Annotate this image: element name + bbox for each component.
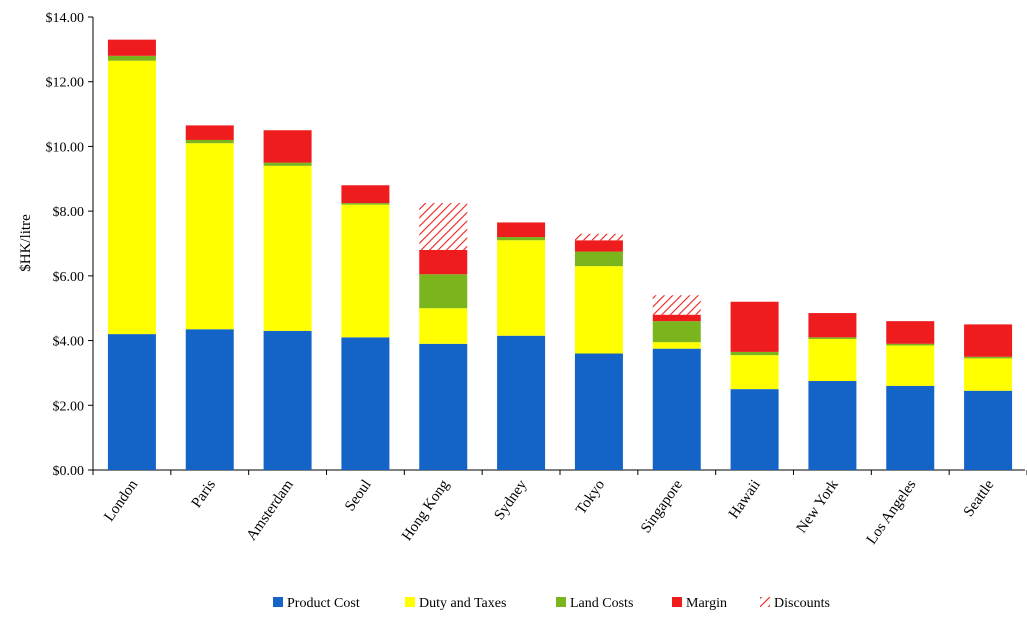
bar-segment-margin: [341, 185, 389, 203]
legend-label: Discounts: [774, 596, 830, 611]
bar-segment-duty-and-taxes: [264, 166, 312, 331]
y-tick-label: $6.00: [53, 270, 85, 285]
legend-swatch: [760, 597, 770, 607]
bar-segment-land-costs: [886, 344, 934, 346]
bar-segment-land-costs: [808, 337, 856, 339]
bar-segment-land-costs: [653, 321, 701, 342]
bar-segment-margin: [497, 222, 545, 237]
x-tick-label: Sydney: [491, 477, 530, 523]
bar-segment-margin: [575, 240, 623, 251]
x-tick-label: Singapore: [638, 477, 686, 536]
bar-segment-land-costs: [341, 203, 389, 205]
bar-segment-margin: [808, 313, 856, 337]
x-tick-label: Los Angeles: [864, 477, 920, 547]
bar-segment-duty-and-taxes: [575, 266, 623, 353]
bar-segment-product-cost: [419, 344, 467, 470]
bar-segment-product-cost: [731, 389, 779, 470]
bar-segment-duty-and-taxes: [964, 358, 1012, 390]
bar-segment-product-cost: [108, 334, 156, 470]
bar-segment-land-costs: [186, 140, 234, 143]
bar-segment-discounts: [575, 234, 623, 240]
bar-segment-product-cost: [653, 349, 701, 470]
bar-segment-duty-and-taxes: [108, 61, 156, 334]
x-tick-label: Amsterdam: [244, 477, 297, 544]
bar-segment-product-cost: [808, 381, 856, 470]
bar-segment-land-costs: [497, 237, 545, 240]
legend-swatch: [273, 597, 283, 607]
legend-label: Product Cost: [287, 596, 360, 611]
x-tick-label: Hong Kong: [399, 477, 453, 544]
legend-label: Duty and Taxes: [419, 596, 506, 611]
bar-segment-duty-and-taxes: [419, 308, 467, 344]
bar-segment-duty-and-taxes: [808, 339, 856, 381]
y-tick-label: $14.00: [46, 11, 85, 26]
bar-segment-product-cost: [264, 331, 312, 470]
plot-area: $0.00 $2.00 $4.00 $6.00 $8.00 $10.00 $12.00 $14…: [46, 11, 1027, 547]
bar-segment-land-costs: [108, 56, 156, 61]
bar-segment-duty-and-taxes: [497, 240, 545, 335]
x-tick-label: Hawaii: [726, 477, 764, 522]
bar-segment-land-costs: [575, 252, 623, 267]
bar-segment-margin: [964, 324, 1012, 356]
bar-segment-land-costs: [419, 274, 467, 308]
bar-segment-margin: [653, 315, 701, 321]
x-tick-label: Tokyo: [573, 477, 608, 517]
bar-segment-discounts: [653, 295, 701, 314]
legend-swatch: [672, 597, 682, 607]
bar-segment-duty-and-taxes: [341, 205, 389, 338]
bar-segment-duty-and-taxes: [886, 345, 934, 385]
bar-segment-land-costs: [731, 352, 779, 355]
x-tick-label: Seoul: [342, 477, 375, 514]
bar-segment-duty-and-taxes: [186, 143, 234, 329]
x-tick-label: Paris: [189, 477, 219, 511]
bar-segment-product-cost: [575, 354, 623, 470]
bar-segment-margin: [186, 125, 234, 140]
x-tick-label: London: [101, 477, 141, 525]
y-tick-label: $0.00: [53, 464, 85, 479]
bar-segment-product-cost: [964, 391, 1012, 470]
bar-segment-product-cost: [341, 337, 389, 470]
y-tick-label: $8.00: [53, 205, 85, 220]
y-tick-label: $2.00: [53, 399, 85, 414]
bar-segment-product-cost: [186, 329, 234, 470]
bar-segment-land-costs: [264, 163, 312, 166]
y-tick-label: $12.00: [46, 76, 85, 91]
x-tick-label: Seattle: [961, 477, 998, 520]
bar-segment-margin: [108, 40, 156, 56]
bar-segment-margin: [731, 302, 779, 352]
legend-label: Land Costs: [570, 596, 633, 611]
legend-swatch: [556, 597, 566, 607]
y-tick-label: $4.00: [53, 335, 85, 350]
bar-segment-product-cost: [886, 386, 934, 470]
y-tick-label: $10.00: [46, 140, 85, 155]
bar-segment-margin: [419, 250, 467, 274]
y-axis-label: $HK/litre: [18, 214, 34, 272]
bar-segment-margin: [264, 130, 312, 162]
bar-segment-discounts: [419, 203, 467, 250]
legend-swatch: [405, 597, 415, 607]
x-tick-label: New York: [794, 477, 842, 536]
bar-segment-duty-and-taxes: [653, 342, 701, 348]
bar-segment-margin: [886, 321, 934, 344]
bar-segment-product-cost: [497, 336, 545, 470]
legend: Product Cost Duty and Taxes Land Costs Marg…: [273, 596, 830, 611]
bar-segment-duty-and-taxes: [731, 355, 779, 389]
legend-label: Margin: [686, 596, 727, 611]
bar-segment-land-costs: [964, 357, 1012, 359]
